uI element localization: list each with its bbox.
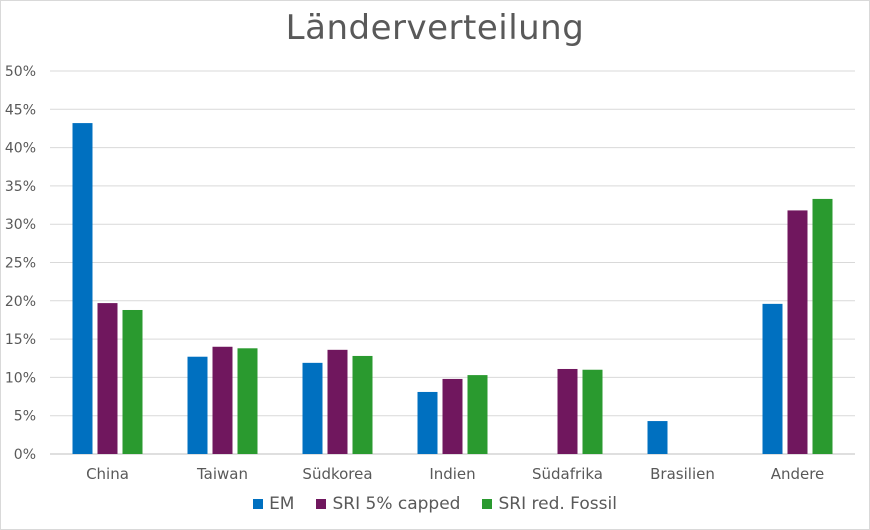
bar <box>97 303 118 454</box>
legend-swatch-sri-5-capped <box>316 499 327 509</box>
legend-label-em: EM <box>269 494 295 514</box>
bar <box>212 346 233 454</box>
y-tick-label: 35% <box>5 179 36 195</box>
chart-title: Länderverteilung <box>285 8 585 48</box>
gridlines <box>50 70 855 455</box>
bar-chart: 0% 5% 10% 15% 20% 25% 30% 35% 40% 45% 50% China Tai… <box>5 64 855 483</box>
y-tick-label: 10% <box>5 370 36 386</box>
legend-swatch-sri-red-fossil <box>482 499 493 509</box>
y-tick-label: 40% <box>5 141 36 157</box>
x-category-label: Südkorea <box>302 465 372 483</box>
y-tick-label: 5% <box>14 409 36 425</box>
legend-label-sri-5-capped: SRI 5% capped <box>332 494 461 514</box>
bar <box>327 349 348 454</box>
x-axis-category-labels: China Taiwan Südkorea Indien Südafrika Brasil… <box>86 465 824 483</box>
bar <box>442 378 463 454</box>
bar <box>647 421 668 454</box>
legend-item-em: EM <box>253 494 294 514</box>
bar <box>302 362 323 454</box>
legend: EM SRI 5% capped SRI red. Fossil <box>0 494 870 514</box>
bar <box>352 355 373 454</box>
y-axis-tick-labels: 0% 5% 10% 15% 20% 25% 30% 35% 40% 45% 50% <box>5 64 36 463</box>
bar <box>237 348 258 454</box>
bar <box>812 198 833 454</box>
bar <box>787 210 808 454</box>
x-category-label: Taiwan <box>196 465 248 483</box>
x-category-label: Südafrika <box>532 465 603 483</box>
bar <box>557 368 578 454</box>
x-category-label: China <box>86 465 129 483</box>
y-tick-label: 45% <box>5 102 36 118</box>
bar <box>122 309 143 454</box>
legend-item-sri-red-fossil: SRI red. Fossil <box>482 494 617 514</box>
bars <box>72 123 833 454</box>
x-category-label: Indien <box>429 465 475 483</box>
y-tick-label: 30% <box>5 217 36 233</box>
bar <box>467 375 488 454</box>
bar <box>72 123 93 454</box>
y-tick-label: 0% <box>14 447 36 463</box>
y-tick-label: 15% <box>5 332 36 348</box>
bar <box>762 303 783 454</box>
legend-label-sri-red-fossil: SRI red. Fossil <box>498 494 617 514</box>
y-tick-label: 50% <box>5 64 36 80</box>
legend-item-sri-5-capped: SRI 5% capped <box>316 494 460 514</box>
x-category-label: Brasilien <box>650 465 715 483</box>
bar <box>582 369 603 454</box>
bar <box>417 391 438 454</box>
y-tick-label: 25% <box>5 256 36 272</box>
bar <box>187 356 208 454</box>
y-tick-label: 20% <box>5 294 36 310</box>
x-category-label: Andere <box>771 465 825 483</box>
legend-swatch-em <box>253 499 264 509</box>
